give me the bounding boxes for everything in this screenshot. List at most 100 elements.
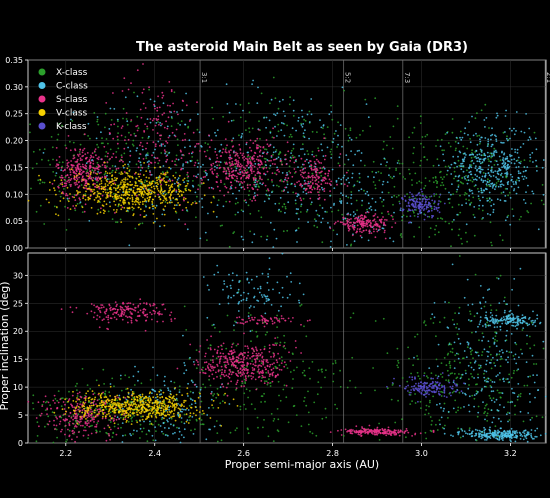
data-point (162, 208, 165, 211)
data-point (135, 135, 137, 137)
data-point (348, 137, 351, 139)
data-point (111, 218, 114, 221)
data-point (360, 220, 363, 223)
data-point (62, 197, 65, 200)
data-point (274, 114, 277, 117)
data-point (139, 108, 142, 111)
data-point (406, 380, 409, 383)
data-point (31, 167, 34, 170)
data-point (82, 170, 85, 173)
data-point (183, 196, 185, 199)
data-point (321, 149, 323, 152)
data-point (535, 148, 538, 151)
data-point (61, 124, 63, 127)
data-point (238, 301, 241, 303)
data-point (488, 345, 491, 348)
data-point (484, 179, 487, 182)
data-point (259, 160, 262, 163)
data-point (471, 394, 474, 397)
data-point (145, 157, 148, 160)
data-point (276, 314, 278, 317)
data-point (472, 162, 475, 165)
data-point (43, 181, 46, 184)
data-point (329, 227, 332, 230)
data-point (532, 310, 534, 313)
data-point (303, 369, 306, 372)
data-point (542, 193, 545, 196)
data-point (423, 208, 426, 210)
data-point (428, 236, 431, 238)
data-point (495, 184, 498, 187)
data-point (136, 184, 139, 187)
data-point (116, 416, 119, 419)
data-point (471, 349, 473, 352)
data-point (74, 199, 77, 202)
data-point (298, 299, 300, 302)
data-point (73, 170, 76, 173)
data-point (302, 123, 305, 125)
data-point (227, 120, 230, 123)
data-point (245, 172, 248, 174)
data-point (509, 197, 512, 199)
data-point (416, 333, 419, 336)
data-point (396, 162, 399, 164)
data-point (119, 218, 122, 221)
data-point (160, 145, 163, 147)
data-point (425, 437, 428, 440)
data-point (375, 171, 377, 174)
data-point (184, 223, 187, 226)
data-point (365, 211, 367, 214)
data-point (158, 123, 160, 126)
data-point (311, 188, 314, 191)
data-point (250, 403, 253, 406)
data-point (347, 229, 350, 232)
data-point (491, 187, 494, 189)
data-point (384, 237, 387, 240)
data-point (424, 214, 427, 216)
data-point (519, 146, 522, 149)
data-point (235, 154, 237, 156)
data-point (504, 219, 507, 222)
data-point (272, 146, 275, 149)
data-point (227, 302, 230, 305)
data-point (55, 193, 57, 196)
data-point (95, 176, 97, 179)
data-point (41, 158, 43, 161)
data-point (359, 134, 361, 136)
data-point (130, 434, 133, 437)
data-point (220, 439, 223, 442)
data-point (54, 414, 57, 417)
data-point (202, 182, 205, 185)
data-point (223, 170, 226, 173)
data-point (137, 379, 139, 382)
data-point (478, 207, 480, 210)
data-point (313, 161, 316, 163)
data-point (291, 154, 294, 157)
data-point (241, 382, 244, 385)
data-point (529, 160, 531, 162)
data-point (123, 77, 126, 80)
data-point (29, 131, 31, 134)
data-point (146, 127, 149, 130)
data-point (496, 112, 498, 115)
data-point (154, 426, 157, 429)
data-point (233, 329, 235, 331)
data-point (531, 190, 534, 193)
data-point (426, 158, 429, 161)
data-point (353, 221, 355, 224)
data-point (126, 191, 129, 194)
data-point (97, 166, 100, 169)
data-point (109, 421, 112, 423)
data-point (318, 171, 321, 174)
data-point (341, 145, 343, 148)
data-point (151, 203, 154, 206)
data-point (469, 310, 471, 313)
data-point (293, 168, 296, 170)
data-point (242, 157, 244, 159)
data-point (503, 318, 505, 321)
data-point (249, 314, 252, 316)
data-point (181, 408, 184, 411)
data-point (267, 188, 269, 191)
data-point (65, 397, 68, 400)
data-point (287, 421, 290, 424)
